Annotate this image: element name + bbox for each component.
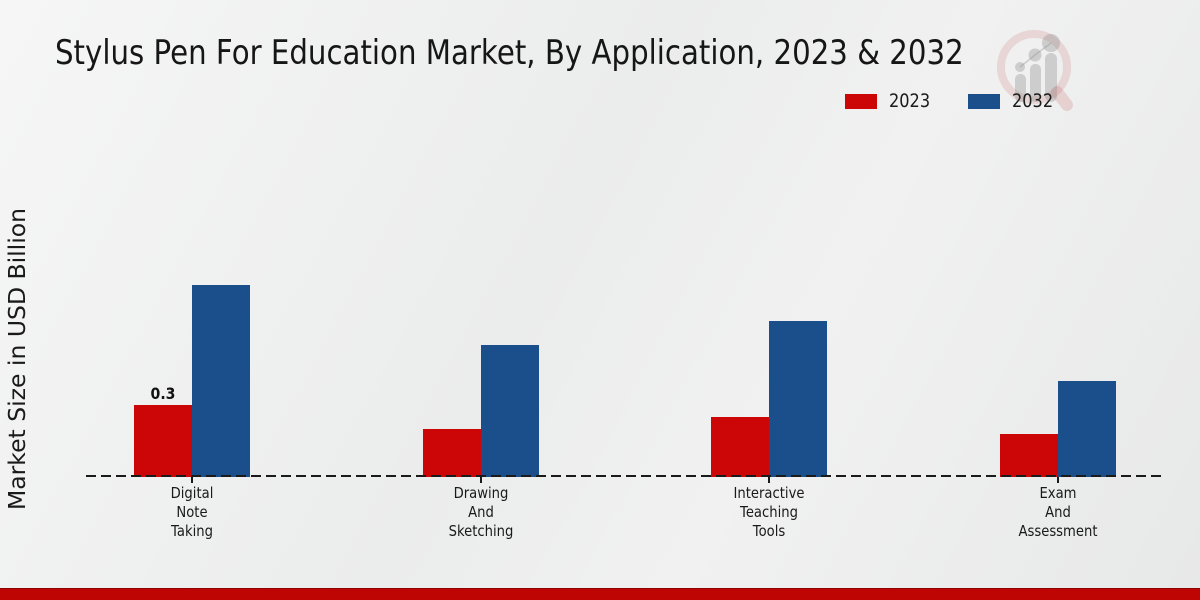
category-label: Exam And Assessment <box>1018 484 1098 540</box>
x-axis-line <box>86 474 1164 477</box>
category-label: Drawing And Sketching <box>448 484 514 540</box>
category-label: Interactive Teaching Tools <box>733 484 805 540</box>
bar-2032-2 <box>481 345 539 477</box>
legend-item-2023: 2023 <box>845 90 937 112</box>
x-tick <box>1057 477 1059 483</box>
legend-label-2032: 2032 <box>1012 90 1054 112</box>
bar-value-label: 0.3 <box>150 384 176 403</box>
bar-2032-4 <box>1058 381 1116 477</box>
x-tick <box>480 477 482 483</box>
x-tick <box>191 477 193 483</box>
magnifier-icon <box>997 30 1073 111</box>
bar-growth-icon <box>1015 34 1060 102</box>
bar-2023-4 <box>1000 434 1058 477</box>
footer-band <box>0 588 1200 600</box>
chart-title: Stylus Pen For Education Market, By Appl… <box>55 33 964 73</box>
legend-swatch-2032 <box>968 93 1001 109</box>
bar-2023-3 <box>711 417 769 477</box>
bar-2023-2 <box>423 429 481 477</box>
y-axis-title: Market Size in USD Billion <box>3 207 31 511</box>
legend: 2023 2032 <box>845 90 1061 112</box>
category-label: Digital Note Taking <box>170 484 214 540</box>
legend-label-2023: 2023 <box>889 90 931 112</box>
bar-2023-1 <box>134 405 192 477</box>
legend-swatch-2023 <box>845 93 877 109</box>
x-tick <box>768 477 770 483</box>
brand-logo <box>997 30 1073 111</box>
bar-2032-1 <box>192 285 250 477</box>
legend-item-2032: 2032 <box>968 90 1060 112</box>
bar-2032-3 <box>769 321 827 477</box>
